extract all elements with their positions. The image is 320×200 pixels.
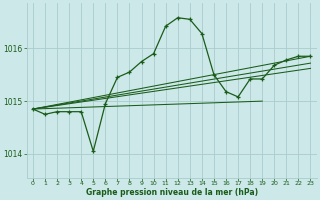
X-axis label: Graphe pression niveau de la mer (hPa): Graphe pression niveau de la mer (hPa)	[86, 188, 258, 197]
